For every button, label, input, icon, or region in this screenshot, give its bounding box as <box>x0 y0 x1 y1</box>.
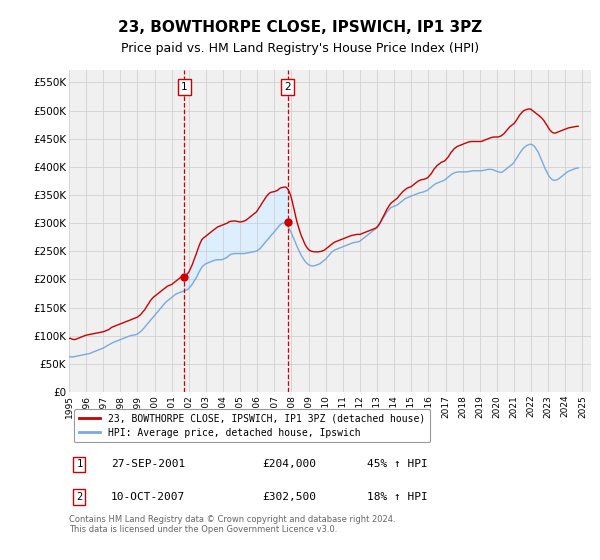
Text: 27-SEP-2001: 27-SEP-2001 <box>111 459 185 469</box>
Text: Price paid vs. HM Land Registry's House Price Index (HPI): Price paid vs. HM Land Registry's House … <box>121 42 479 55</box>
Text: 10-OCT-2007: 10-OCT-2007 <box>111 492 185 502</box>
Text: £204,000: £204,000 <box>262 459 316 469</box>
Text: 1: 1 <box>181 82 188 92</box>
Text: 1: 1 <box>76 459 83 469</box>
Text: Contains HM Land Registry data © Crown copyright and database right 2024.
This d: Contains HM Land Registry data © Crown c… <box>69 515 395 534</box>
Text: 45% ↑ HPI: 45% ↑ HPI <box>367 459 427 469</box>
Legend: 23, BOWTHORPE CLOSE, IPSWICH, IP1 3PZ (detached house), HPI: Average price, deta: 23, BOWTHORPE CLOSE, IPSWICH, IP1 3PZ (d… <box>74 409 430 442</box>
Text: 18% ↑ HPI: 18% ↑ HPI <box>367 492 427 502</box>
Text: £302,500: £302,500 <box>262 492 316 502</box>
Text: 2: 2 <box>76 492 83 502</box>
Text: 2: 2 <box>284 82 291 92</box>
Text: 23, BOWTHORPE CLOSE, IPSWICH, IP1 3PZ: 23, BOWTHORPE CLOSE, IPSWICH, IP1 3PZ <box>118 20 482 35</box>
